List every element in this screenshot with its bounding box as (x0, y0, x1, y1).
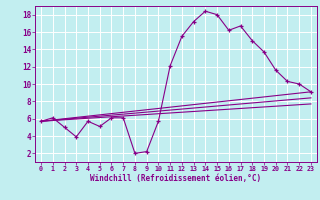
X-axis label: Windchill (Refroidissement éolien,°C): Windchill (Refroidissement éolien,°C) (91, 174, 261, 183)
